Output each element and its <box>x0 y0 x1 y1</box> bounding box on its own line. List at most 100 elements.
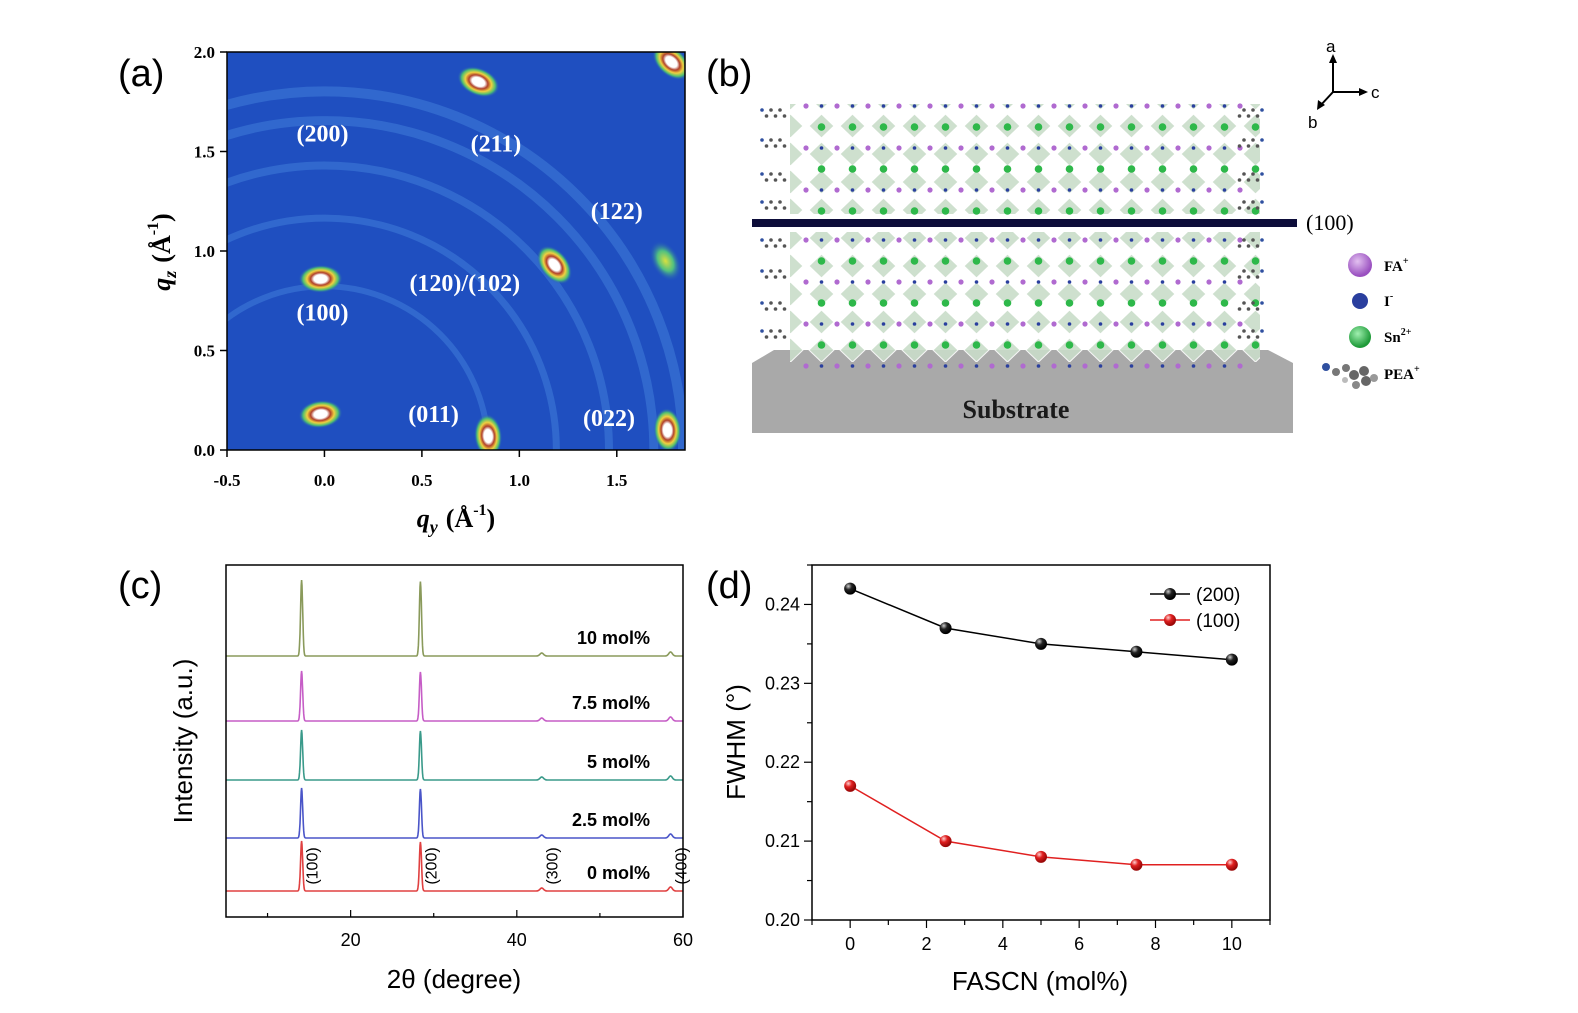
iodide-atom <box>1191 146 1196 150</box>
iodide-atom <box>974 104 979 108</box>
pea-chain <box>760 200 787 210</box>
fa-atom <box>1020 187 1026 193</box>
iodide-atom <box>1222 280 1227 284</box>
fwhm-point <box>1035 850 1047 863</box>
panel-c-y-axis-label: Intensity (a.u.) <box>168 659 198 824</box>
sn-atom <box>1220 341 1229 349</box>
y-tick-label: 0.0 <box>194 441 215 460</box>
fa-atom <box>1237 363 1243 369</box>
iodide-atom <box>1160 322 1165 326</box>
fa-atom <box>803 279 809 285</box>
pea-chain <box>1237 238 1264 248</box>
iodide-atom <box>1160 104 1165 108</box>
iodide-atom <box>881 322 886 326</box>
y-tick-label: 0.20 <box>765 910 800 930</box>
fa-atom <box>1020 363 1026 369</box>
xrd-peak-label: (400) <box>674 847 691 884</box>
panel-a-label: (a) <box>118 53 164 95</box>
sn-atom <box>1220 165 1229 173</box>
y-tick-label: 0.22 <box>765 752 800 772</box>
y-tick-label: 0.24 <box>765 594 800 614</box>
panel-c-frame <box>225 564 684 918</box>
iodide-atom <box>881 146 886 150</box>
fa-atom <box>1020 103 1026 109</box>
pea-chain <box>760 238 787 248</box>
iodide-atom <box>1098 146 1103 150</box>
fa-atom <box>1051 103 1057 109</box>
sn-atom <box>1189 299 1198 307</box>
fa-atom <box>1082 237 1088 243</box>
iodide-atom <box>1036 364 1041 368</box>
fa-atom <box>927 187 933 193</box>
pea-chain <box>1237 269 1264 279</box>
panel-c-x-ticks: 20 40 60 <box>266 910 693 950</box>
fa-atom <box>1113 279 1119 285</box>
fa-atom <box>1051 321 1057 327</box>
fa-atom <box>1144 103 1150 109</box>
iodide-atom <box>819 146 824 150</box>
sn-atom <box>1189 257 1198 265</box>
fa-atom <box>1020 145 1026 151</box>
sn-atom <box>1220 299 1229 307</box>
fwhm-point <box>939 622 952 635</box>
x-tick-label: 6 <box>1074 934 1084 954</box>
panel-d-y-ticks: 0.20 0.21 0.22 0.23 0.24 <box>765 564 812 930</box>
iodide-atom <box>1036 146 1041 150</box>
fa-atom <box>989 363 995 369</box>
peak-annotation: (011) <box>408 402 459 428</box>
fa-atom <box>865 145 871 151</box>
sn-atom <box>817 257 826 265</box>
fa-atom <box>1020 237 1026 243</box>
panel-a-y-ticks: 0.0 0.5 1.0 1.5 2.0 <box>194 43 227 460</box>
sn-atom <box>972 207 981 215</box>
iodide-atom <box>943 188 948 192</box>
iodide-atom <box>1067 104 1072 108</box>
sn-atom <box>1220 257 1229 265</box>
fa-atom <box>834 187 840 193</box>
pea-chain <box>1237 108 1264 118</box>
fa-atom <box>1082 187 1088 193</box>
sn-atom <box>1003 341 1012 349</box>
y-tick-label: 0.5 <box>194 342 215 361</box>
fa-atom <box>1082 145 1088 151</box>
fa-atom <box>1051 237 1057 243</box>
sn-atom <box>1034 341 1043 349</box>
iodide-atom <box>1005 364 1010 368</box>
fa-atom <box>989 279 995 285</box>
fa-atom <box>896 237 902 243</box>
sn-atom <box>1003 299 1012 307</box>
fa-atom <box>803 187 809 193</box>
fa-atom <box>834 145 840 151</box>
iodide-atom <box>819 364 824 368</box>
iodide-atom <box>1098 280 1103 284</box>
fwhm-point <box>844 582 857 595</box>
sn-atom <box>848 207 857 215</box>
xrd-trace <box>226 840 683 892</box>
iodide-atom <box>974 188 979 192</box>
x-tick-label: 1.5 <box>606 471 627 490</box>
fa-atom <box>1175 321 1181 327</box>
peak-annotation: (200) <box>297 122 349 148</box>
iodide-atom <box>1067 364 1072 368</box>
sn-atom <box>848 257 857 265</box>
sn-atom <box>1096 207 1105 215</box>
x-tick-label: 0.0 <box>314 471 335 490</box>
iodide-atom <box>1160 280 1165 284</box>
sn-atom <box>1034 207 1043 215</box>
sn-atom <box>972 257 981 265</box>
fa-atom <box>927 279 933 285</box>
sn-atom <box>1189 165 1198 173</box>
iodide-atom <box>912 188 917 192</box>
iodide-atom <box>850 188 855 192</box>
iodide-atom <box>943 238 948 242</box>
iodide-atom <box>1036 322 1041 326</box>
iodide-atom <box>1129 238 1134 242</box>
iodide-atom <box>943 322 948 326</box>
pea-chain <box>1237 138 1264 148</box>
fa-atom <box>803 237 809 243</box>
sn-atom <box>848 123 857 131</box>
iodide-atom <box>1191 364 1196 368</box>
iodide-atom <box>850 146 855 150</box>
iodide-atom <box>1098 188 1103 192</box>
fa-atom <box>1206 103 1212 109</box>
